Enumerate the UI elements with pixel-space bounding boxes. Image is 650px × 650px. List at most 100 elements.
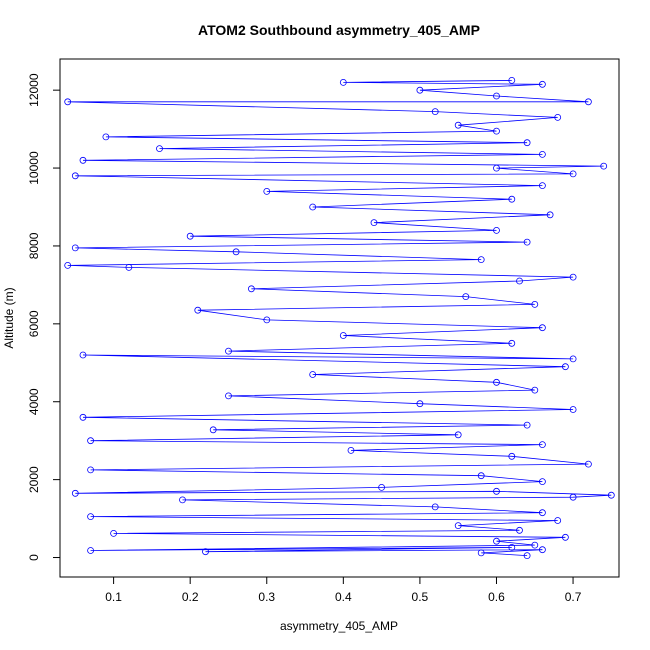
series-layer: [64, 77, 615, 559]
data-point: [554, 114, 562, 121]
data-point: [516, 277, 523, 285]
data-point: [156, 145, 163, 153]
data-point: [539, 478, 546, 486]
data-point: [71, 172, 79, 180]
y-tick-label: 8000: [27, 232, 41, 259]
data-point: [79, 413, 87, 421]
plot-frame: [59, 58, 620, 578]
data-point: [531, 300, 539, 308]
data-point: [79, 156, 87, 164]
data-point: [225, 347, 232, 355]
data-point: [454, 431, 462, 439]
data-point: [71, 244, 79, 252]
data-point: [539, 324, 546, 332]
data-point: [523, 552, 531, 559]
data-point: [546, 211, 554, 219]
data-point: [87, 437, 94, 445]
data-point: [539, 80, 546, 88]
data-point: [539, 546, 546, 554]
data-point: [431, 108, 439, 115]
data-point: [531, 541, 539, 549]
series-line: [67, 80, 612, 556]
data-point: [339, 332, 347, 339]
data-point: [454, 522, 462, 529]
data-point: [493, 537, 500, 545]
data-point: [493, 164, 500, 172]
data-point: [309, 371, 317, 378]
data-point: [477, 549, 485, 557]
data-point: [539, 182, 546, 190]
data-point: [416, 400, 424, 408]
data-point: [263, 316, 271, 324]
data-point: [477, 472, 485, 480]
data-point: [508, 544, 516, 551]
data-point: [232, 248, 240, 256]
data-point: [194, 306, 202, 314]
data-point: [225, 392, 232, 400]
data-point: [87, 547, 94, 554]
data-point: [64, 98, 72, 106]
data-point: [508, 195, 516, 203]
data-point: [607, 491, 615, 499]
data-point: [493, 487, 500, 495]
y-tick-label: 10000: [27, 151, 41, 185]
x-axis: 0.1 0.2 0.3 0.4 0.5 0.6 0.7: [105, 577, 582, 604]
y-tick-label: 2000: [27, 466, 41, 493]
data-point: [569, 493, 577, 501]
data-point: [493, 92, 500, 100]
data-point: [79, 351, 87, 359]
data-point: [569, 406, 577, 413]
data-point: [125, 263, 133, 271]
x-tick-label: 0.7: [565, 590, 582, 604]
x-tick-label: 0.1: [105, 590, 122, 604]
data-point: [209, 426, 217, 434]
y-axis-label: Altitude (m): [2, 287, 16, 348]
data-point: [102, 133, 110, 141]
chart-title: ATOM2 Southbound asymmetry_405_AMP: [198, 22, 480, 38]
x-tick-label: 0.2: [182, 590, 199, 604]
data-point: [347, 446, 355, 454]
y-tick-label: 4000: [27, 388, 41, 415]
data-point: [508, 452, 516, 460]
data-point: [477, 256, 485, 264]
data-point: [531, 386, 539, 394]
y-tick-label: 12000: [27, 73, 41, 107]
data-point: [585, 460, 592, 468]
y-tick-label: 0: [27, 554, 41, 561]
data-point: [431, 503, 439, 511]
data-point: [263, 187, 271, 195]
data-point: [309, 203, 317, 211]
data-point: [339, 79, 347, 86]
x-tick-label: 0.5: [412, 590, 429, 604]
data-point: [378, 483, 386, 491]
data-point: [247, 285, 255, 293]
data-point: [539, 509, 546, 517]
data-point: [562, 363, 569, 371]
data-point: [562, 533, 569, 541]
data-point: [569, 170, 577, 178]
data-point: [202, 548, 209, 556]
data-point: [600, 162, 608, 170]
data-point: [462, 293, 470, 301]
data-point: [64, 261, 72, 269]
data-point: [71, 489, 79, 497]
data-point: [179, 496, 186, 504]
data-point: [508, 339, 516, 347]
data-point: [87, 466, 94, 474]
data-point: [523, 421, 531, 429]
data-point: [186, 232, 194, 240]
x-axis-label: asymmetry_405_AMP: [280, 619, 398, 633]
data-point: [416, 86, 424, 94]
data-point: [539, 150, 546, 158]
y-axis: 0 2000 4000 6000 8000 10000 12000: [27, 73, 60, 561]
data-point: [370, 219, 378, 227]
data-point: [493, 226, 500, 234]
data-point: [554, 517, 562, 524]
y-tick-label: 6000: [27, 310, 41, 337]
data-point: [454, 121, 462, 129]
data-point: [508, 77, 516, 84]
x-tick-label: 0.3: [258, 590, 275, 604]
data-point: [493, 378, 500, 386]
